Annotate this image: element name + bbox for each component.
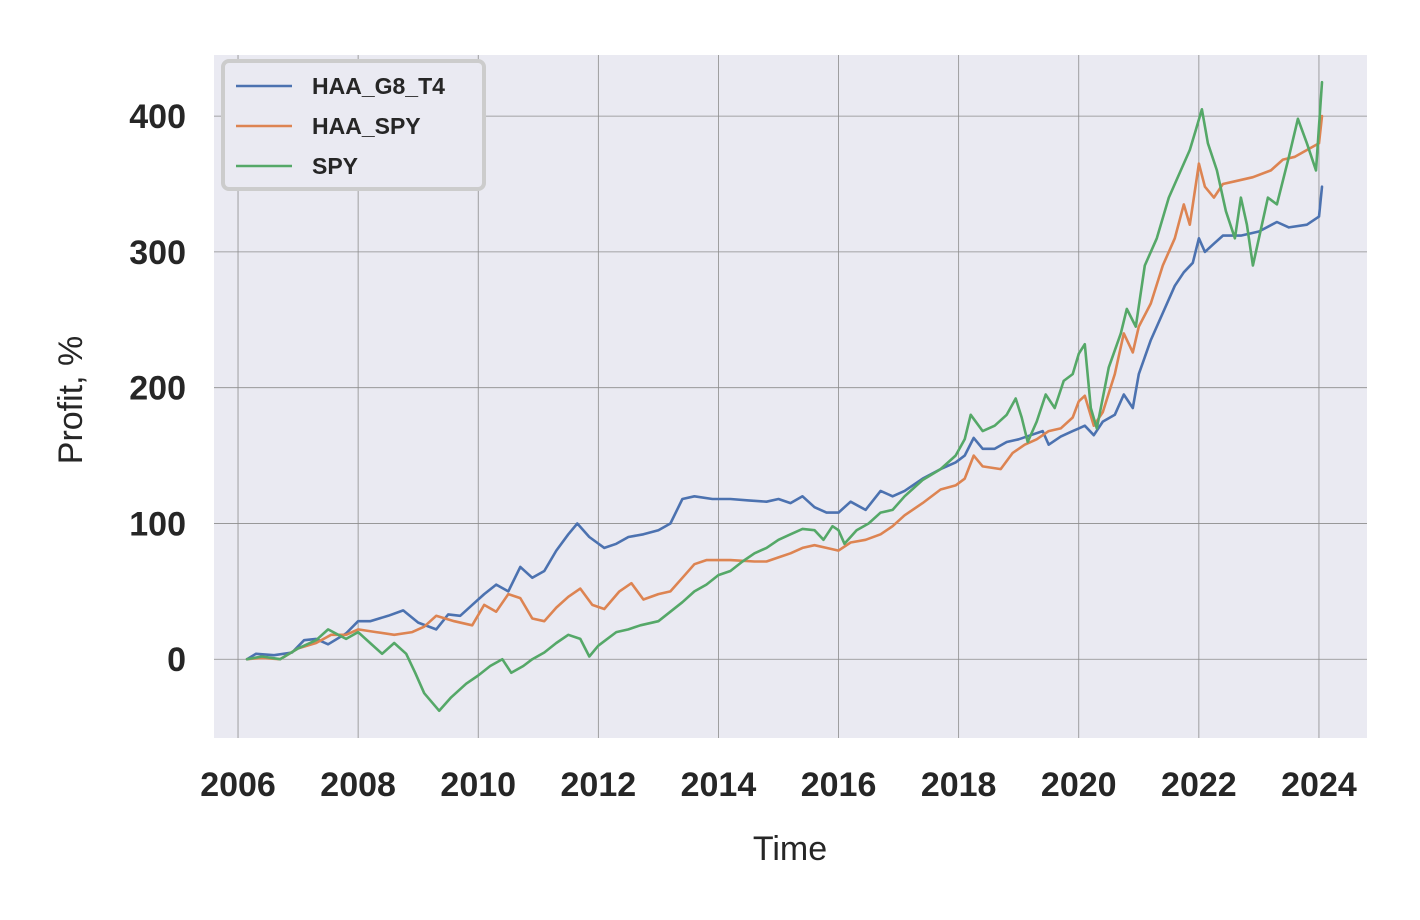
x-tick-label: 2012: [561, 766, 637, 804]
x-tick-label: 2022: [1161, 766, 1237, 804]
y-tick-label: 400: [129, 98, 186, 136]
series-line-spy: [245, 80, 1324, 713]
series-line-haa-spy: [245, 114, 1324, 661]
legend-box: [221, 59, 486, 191]
y-tick-label: 100: [129, 505, 186, 543]
legend: HAA_G8_T4 HAA_SPY SPY: [221, 59, 486, 191]
y-axis-label: Profit, %: [52, 336, 90, 464]
x-tick-label: 2016: [801, 766, 877, 804]
y-tick-labels: 0 100 200 300 400: [129, 98, 186, 679]
x-tick-label: 2018: [921, 766, 997, 804]
series-lines: [245, 80, 1324, 713]
x-tick-label: 2008: [320, 766, 396, 804]
y-tick-label: 0: [167, 641, 186, 679]
legend-label: HAA_G8_T4: [312, 73, 445, 99]
x-tick-label: 2006: [200, 766, 276, 804]
y-tick-label: 200: [129, 370, 186, 408]
x-axis-label: Time: [753, 830, 827, 868]
legend-label: HAA_SPY: [312, 113, 421, 139]
x-tick-label: 2020: [1041, 766, 1117, 804]
x-tick-label: 2010: [440, 766, 516, 804]
legend-label: SPY: [312, 153, 358, 179]
x-tick-labels: 2006 2008 2010 2012 2014 2016 2018 2020 2022 2024: [200, 766, 1357, 804]
series-line-haa-g8-t4: [245, 185, 1324, 661]
y-tick-label: 300: [129, 234, 186, 272]
x-tick-label: 2024: [1281, 766, 1357, 804]
x-tick-label: 2014: [681, 766, 757, 804]
